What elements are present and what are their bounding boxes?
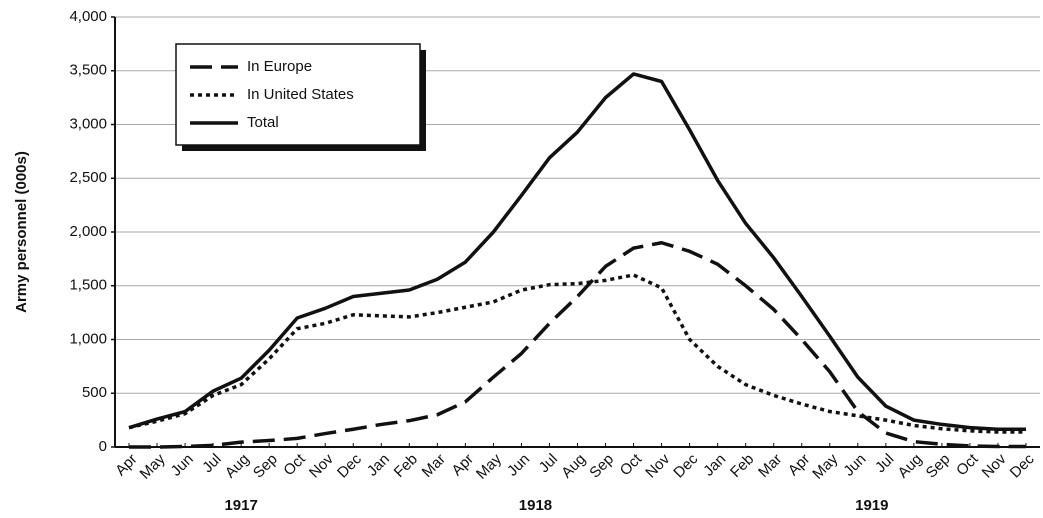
x-group-label: 1917 (224, 497, 257, 514)
series-line (128, 72, 1026, 432)
y-tick-label: 2,000 (69, 223, 107, 240)
series-line (128, 273, 1026, 434)
x-tick-label: Apr (785, 451, 814, 480)
series-line (129, 241, 1026, 449)
x-tick-label: Jun (840, 451, 869, 480)
x-tick-label: Oct (953, 450, 982, 479)
x-tick-label: Jul (199, 451, 225, 477)
x-tick-label: Sep (250, 451, 281, 482)
y-tick-label: 1,000 (69, 330, 107, 347)
x-tick-label: Dec (334, 450, 365, 481)
x-tick-label: Apr (448, 451, 477, 480)
x-tick-label: Oct (280, 450, 309, 479)
x-tick-label: Feb (727, 451, 757, 481)
legend-label: Total (247, 114, 279, 131)
x-tick-label: Mar (419, 451, 449, 481)
x-group-label: 1919 (855, 497, 888, 514)
y-tick-label: 2,500 (69, 169, 107, 186)
x-tick-label: Jan (700, 451, 729, 480)
x-tick-label: Sep (586, 451, 617, 482)
x-tick-label: Sep (923, 451, 954, 482)
y-tick-label: 4,000 (69, 8, 107, 25)
x-tick-label: Oct (617, 450, 646, 479)
y-tick-label: 0 (99, 438, 107, 455)
x-tick-label: May (473, 450, 505, 482)
x-tick-label: Aug (558, 451, 589, 482)
x-tick-label: Dec (1007, 450, 1038, 481)
x-tick-label: Jul (872, 451, 898, 477)
x-group-label: 1918 (519, 497, 552, 514)
x-tick-label: Feb (391, 451, 421, 481)
y-tick-label: 1,500 (69, 277, 107, 294)
x-tick-label: Dec (670, 450, 701, 481)
x-tick-label: Jun (168, 451, 197, 480)
x-tick-label: May (137, 450, 169, 482)
x-tick-label: Aug (895, 451, 926, 482)
x-tick-label: Nov (979, 450, 1010, 481)
x-tick-label: Jan (364, 451, 393, 480)
x-tick-label: Nov (306, 450, 337, 481)
legend-label: In United States (247, 86, 354, 103)
y-tick-label: 3,500 (69, 62, 107, 79)
x-tick-label: Jul (536, 451, 562, 477)
x-tick-label: Aug (222, 451, 253, 482)
x-tick-label: May (809, 450, 841, 482)
legend-label: In Europe (247, 58, 312, 75)
y-tick-label: 500 (82, 384, 107, 401)
x-tick-label: Mar (755, 451, 785, 481)
x-tick-label: Jun (504, 451, 533, 480)
x-tick-label: Nov (642, 450, 673, 481)
x-tick-label: Apr (112, 451, 141, 480)
y-axis-label: Army personnel (000s) (13, 151, 30, 313)
y-tick-label: 3,000 (69, 115, 107, 132)
